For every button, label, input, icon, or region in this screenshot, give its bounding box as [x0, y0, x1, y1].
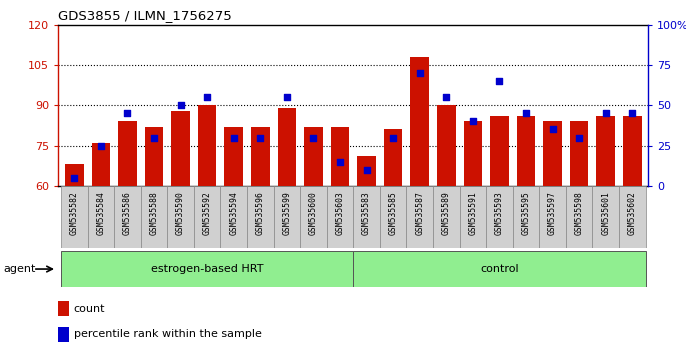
Bar: [570, 121, 589, 186]
Bar: [274, 186, 300, 248]
Bar: [194, 186, 220, 248]
Bar: [141, 186, 167, 248]
Text: GSM535602: GSM535602: [628, 191, 637, 235]
Bar: [220, 186, 247, 248]
Point: [228, 135, 239, 140]
Point: [547, 127, 558, 132]
Text: GSM535600: GSM535600: [309, 191, 318, 235]
Bar: [357, 156, 376, 186]
Text: GDS3855 / ILMN_1756275: GDS3855 / ILMN_1756275: [58, 9, 232, 22]
Bar: [490, 116, 509, 186]
Text: GSM535601: GSM535601: [601, 191, 611, 235]
Bar: [384, 130, 403, 186]
Bar: [380, 186, 406, 248]
Text: GSM535586: GSM535586: [123, 191, 132, 235]
Bar: [61, 186, 88, 248]
Bar: [300, 186, 327, 248]
Text: percentile rank within the sample: percentile rank within the sample: [73, 329, 261, 339]
Bar: [539, 186, 566, 248]
Bar: [327, 186, 353, 248]
Text: GSM535591: GSM535591: [469, 191, 477, 235]
Bar: [566, 186, 593, 248]
Point: [148, 135, 159, 140]
Bar: [278, 108, 296, 186]
Text: estrogen-based HRT: estrogen-based HRT: [151, 264, 263, 274]
Point: [69, 175, 80, 181]
Point: [600, 110, 611, 116]
Bar: [88, 186, 114, 248]
Bar: [224, 127, 243, 186]
Bar: [118, 121, 137, 186]
Text: agent: agent: [3, 264, 36, 274]
Text: GSM535582: GSM535582: [70, 191, 79, 235]
Text: GSM535603: GSM535603: [335, 191, 344, 235]
Bar: [58, 327, 69, 342]
Point: [361, 167, 372, 173]
Bar: [145, 127, 163, 186]
Bar: [172, 111, 190, 186]
Point: [573, 135, 584, 140]
Point: [281, 95, 292, 100]
Text: GSM535595: GSM535595: [521, 191, 530, 235]
Text: GSM535589: GSM535589: [442, 191, 451, 235]
Point: [95, 143, 106, 148]
Point: [202, 95, 213, 100]
Bar: [58, 301, 69, 316]
Point: [388, 135, 399, 140]
Point: [308, 135, 319, 140]
Text: GSM535590: GSM535590: [176, 191, 185, 235]
Bar: [464, 121, 482, 186]
Bar: [543, 121, 562, 186]
Bar: [114, 186, 141, 248]
Text: GSM535592: GSM535592: [202, 191, 211, 235]
Text: GSM535585: GSM535585: [389, 191, 398, 235]
Point: [467, 119, 478, 124]
Point: [335, 159, 346, 165]
Bar: [517, 116, 535, 186]
Text: GSM535598: GSM535598: [575, 191, 584, 235]
Point: [122, 110, 133, 116]
Text: GSM535596: GSM535596: [256, 191, 265, 235]
Point: [521, 110, 532, 116]
Bar: [353, 251, 646, 287]
Bar: [593, 186, 619, 248]
Bar: [167, 186, 194, 248]
Bar: [406, 186, 433, 248]
Bar: [619, 186, 646, 248]
Bar: [304, 127, 322, 186]
Point: [441, 95, 452, 100]
Bar: [251, 127, 270, 186]
Text: GSM535588: GSM535588: [150, 191, 158, 235]
Text: control: control: [480, 264, 519, 274]
Bar: [596, 116, 615, 186]
Bar: [65, 164, 84, 186]
Text: GSM535583: GSM535583: [362, 191, 371, 235]
Bar: [91, 143, 110, 186]
Bar: [437, 105, 456, 186]
Text: GSM535594: GSM535594: [229, 191, 238, 235]
Text: GSM535584: GSM535584: [96, 191, 106, 235]
Point: [255, 135, 265, 140]
Bar: [247, 186, 274, 248]
Bar: [512, 186, 539, 248]
Text: GSM535597: GSM535597: [548, 191, 557, 235]
Bar: [623, 116, 641, 186]
Bar: [61, 251, 353, 287]
Point: [627, 110, 638, 116]
Bar: [353, 186, 380, 248]
Text: GSM535599: GSM535599: [283, 191, 292, 235]
Bar: [460, 186, 486, 248]
Bar: [198, 105, 216, 186]
Point: [494, 78, 505, 84]
Bar: [486, 186, 512, 248]
Bar: [331, 127, 349, 186]
Bar: [410, 57, 429, 186]
Bar: [433, 186, 460, 248]
Point: [175, 103, 186, 108]
Text: GSM535587: GSM535587: [415, 191, 424, 235]
Text: count: count: [73, 304, 105, 314]
Point: [414, 70, 425, 76]
Text: GSM535593: GSM535593: [495, 191, 504, 235]
